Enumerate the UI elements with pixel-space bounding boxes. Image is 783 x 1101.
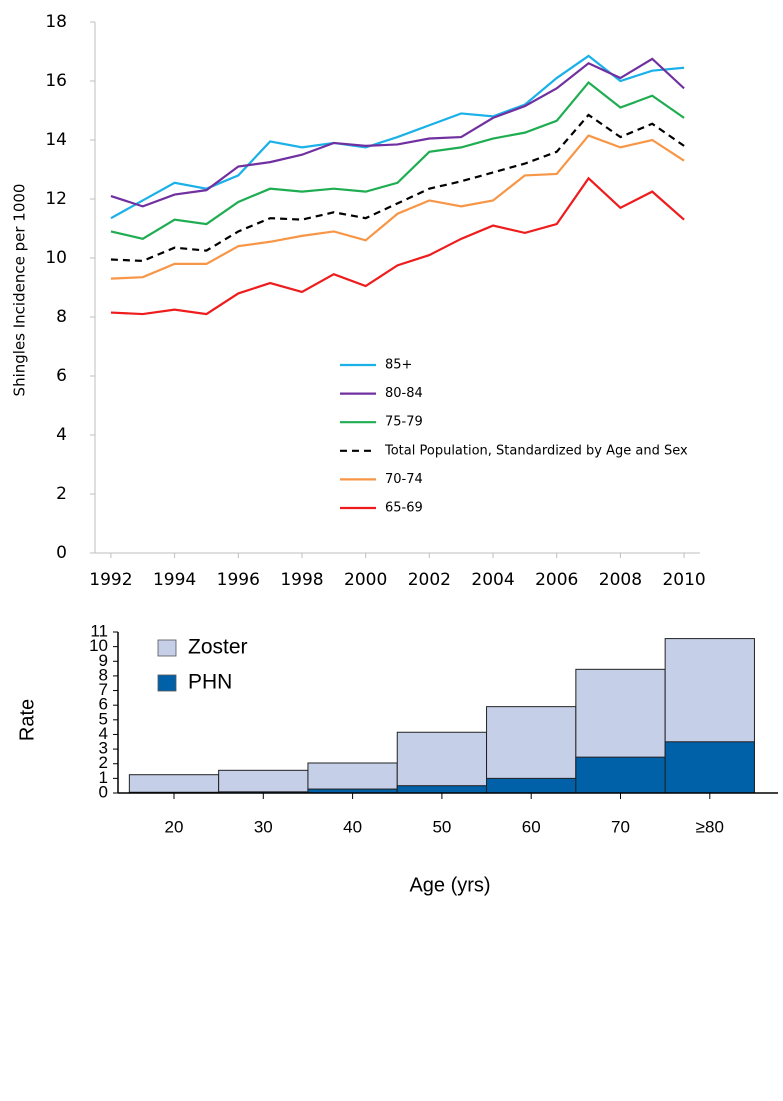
y-tick-label: 0 (99, 782, 108, 801)
y-tick-label: 4 (56, 425, 67, 445)
x-tick-label: 1996 (217, 570, 260, 590)
legend-label: PHN (188, 671, 232, 694)
x-tick-label: ≥80 (696, 817, 724, 836)
legend-label: 85+ (385, 358, 412, 373)
y-tick-label: 8 (56, 307, 67, 327)
y-tick-label: 1 (99, 768, 108, 787)
x-tick-label: 60 (522, 817, 541, 836)
y-tick-label: 6 (99, 695, 108, 714)
y-tick-label: 6 (56, 366, 67, 386)
y-tick-label: 11 (90, 621, 108, 640)
y-tick-label: 0 (56, 543, 67, 563)
x-tick-label: 20 (165, 817, 184, 836)
x-tick-label: 1992 (89, 570, 132, 590)
y-axis-title: Shingles Incidence per 1000 (11, 184, 29, 397)
y-tick-label: 18 (45, 12, 67, 32)
legend-label: Zoster (188, 636, 248, 659)
bar (486, 777, 577, 794)
y-tick-label: 14 (45, 130, 67, 150)
legend-label: 75-79 (385, 415, 423, 430)
y-axis-title: Rate (16, 699, 38, 741)
y-tick-label: 16 (45, 71, 67, 91)
x-tick-label: 30 (254, 817, 273, 836)
y-tick-label: 12 (45, 189, 67, 209)
legend-label: Total Population, Standardized by Age an… (384, 443, 688, 458)
x-tick-label: 2002 (408, 570, 451, 590)
series-line (110, 113, 685, 263)
x-tick-label: 2008 (599, 570, 642, 590)
legend-swatch (157, 639, 177, 657)
y-tick-label: 10 (45, 248, 67, 268)
legend-swatch (157, 674, 177, 692)
legend-label: 65-69 (385, 501, 423, 516)
bar (218, 769, 309, 794)
series-line (110, 134, 685, 280)
bar (307, 762, 398, 794)
bar (575, 756, 666, 794)
legend-label: 70-74 (385, 472, 423, 487)
bar (128, 774, 220, 794)
series-line (110, 54, 685, 220)
x-tick-label: 50 (432, 817, 451, 836)
series-line (110, 80, 685, 240)
x-axis-title: Age (yrs) (409, 874, 490, 896)
x-tick-label: 1994 (153, 570, 196, 590)
y-tick-label: 10 (89, 636, 108, 655)
series-line (110, 57, 685, 208)
series-line (110, 176, 685, 316)
bar (396, 731, 488, 794)
x-tick-label: 2000 (344, 570, 387, 590)
y-tick-label: 2 (99, 753, 108, 772)
legend-label: 80-84 (385, 386, 423, 401)
x-tick-label: 2006 (535, 570, 578, 590)
y-tick-label: 9 (99, 651, 108, 670)
y-tick-label: 2 (56, 484, 67, 504)
x-tick-label: 2004 (471, 570, 514, 590)
x-tick-label: 70 (611, 817, 630, 836)
x-tick-label: 2010 (662, 570, 705, 590)
x-tick-label: 40 (343, 817, 362, 836)
y-tick-label: 7 (99, 680, 108, 699)
y-tick-label: 8 (99, 665, 108, 684)
x-tick-label: 1998 (280, 570, 323, 590)
y-tick-label: 5 (99, 709, 108, 728)
bar (664, 741, 755, 794)
bar (396, 785, 488, 794)
y-tick-label: 4 (99, 724, 108, 743)
y-tick-label: 3 (99, 739, 108, 758)
